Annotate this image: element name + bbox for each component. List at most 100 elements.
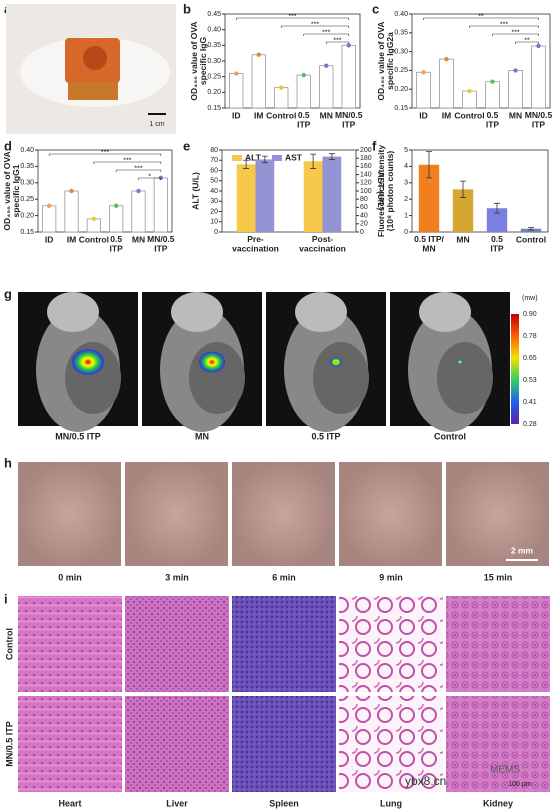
x-tick-label: 0.5 ITP — [297, 110, 311, 129]
histology-image — [339, 596, 443, 692]
significance: * — [148, 173, 151, 180]
y-tick-label: 70 — [210, 157, 218, 164]
image-label: 0 min — [58, 572, 82, 582]
watermark: MEMS — [490, 765, 520, 776]
signal — [72, 349, 104, 375]
colorbar — [511, 314, 519, 424]
image — [446, 462, 549, 566]
y2-axis-label: AST (U/L) — [376, 172, 386, 211]
y-tick-label: 2 — [404, 196, 408, 203]
x-tick-label: MN/0.5 ITP — [335, 110, 363, 129]
bar — [109, 205, 124, 233]
x-tick-label: MN — [320, 110, 333, 120]
mean-dot — [490, 79, 495, 84]
legend-label: AST — [285, 152, 303, 162]
panel-label: i — [4, 591, 8, 606]
y-tick-label: 0.15 — [20, 229, 34, 236]
y-tick-label: 0 — [214, 229, 218, 236]
y2-tick-label: 180 — [360, 155, 372, 162]
column-label: Spleen — [269, 798, 299, 808]
device-part — [83, 46, 107, 70]
y-axis-label: specific IgG1 — [11, 164, 21, 217]
legend-label: ALT — [245, 152, 262, 162]
mean-dot — [421, 70, 426, 75]
bar — [452, 189, 474, 232]
y-tick-label: 0.15 — [394, 105, 408, 112]
y-tick-label: 0.30 — [207, 58, 221, 65]
image-label: 6 min — [272, 572, 296, 582]
x-tick-label: ID — [232, 110, 241, 120]
y-tick-label: 0.35 — [207, 42, 221, 49]
panel-label: e — [183, 138, 190, 153]
image-label: MN — [195, 431, 209, 441]
bar — [251, 54, 266, 109]
mean-dot — [91, 216, 97, 222]
histology-image — [18, 696, 122, 792]
mean-dot — [301, 72, 306, 78]
image — [339, 462, 442, 566]
significance: *** — [311, 21, 319, 28]
y-tick-label: 3 — [404, 180, 408, 187]
x-tick-label: MN/0.5 ITP — [147, 234, 175, 253]
scale-label: 100 μm — [508, 781, 532, 788]
y-tick-label: 0.25 — [20, 196, 34, 203]
bar — [255, 159, 275, 232]
y-tick-label: 40 — [210, 188, 218, 195]
mouse-head — [419, 292, 471, 332]
skin-region — [313, 342, 369, 414]
mean-dot — [324, 63, 329, 68]
y-tick-label: 0.35 — [394, 30, 408, 37]
row-label: MN/0.5 ITP — [4, 721, 14, 767]
scale-label: 2 mm — [511, 545, 534, 555]
histology-image — [125, 596, 229, 692]
y-axis-label: OD₄₅₀ value of OVA — [376, 21, 386, 100]
bar — [319, 65, 334, 109]
bar — [462, 90, 477, 109]
y2-tick-label: 60 — [360, 204, 368, 211]
error-bar — [426, 151, 432, 179]
panel-label: c — [372, 1, 379, 16]
histology-image — [232, 696, 336, 792]
y-tick-label: 50 — [210, 178, 218, 185]
x-tick-label: Control — [516, 234, 546, 244]
significance: *** — [322, 29, 330, 36]
mean-dot — [346, 43, 351, 48]
y-tick-label: 0.40 — [20, 147, 34, 154]
legend-swatch — [272, 155, 282, 161]
error-bar — [460, 180, 466, 198]
y-tick-label: 10 — [210, 219, 218, 226]
x-tick-label: MN/0.5 ITP — [525, 110, 553, 129]
y-tick-label: 1 — [404, 212, 408, 219]
y-tick-label: 4 — [404, 163, 408, 170]
y-tick-label: 60 — [210, 167, 218, 174]
skin-region — [437, 342, 493, 414]
y2-tick-label: 100 — [360, 188, 372, 195]
significance: *** — [134, 165, 142, 172]
bar — [236, 164, 256, 232]
skin-images: 0 min 3 min 6 min 9 min 15 min — [18, 462, 549, 582]
histology-image — [446, 696, 550, 792]
bar — [229, 73, 244, 109]
bracket — [93, 161, 162, 164]
x-tick-label: 0.5 ITP — [486, 110, 500, 129]
bar — [416, 71, 431, 109]
chart: e 0 10 20 30 40 50 60 70 80 ALT (U/L) Pre-vaccinati… — [183, 138, 386, 253]
bar — [64, 190, 79, 233]
error-bar — [528, 227, 534, 231]
panel-label: h — [4, 455, 12, 470]
imaging: MN/0.5 ITP MN 0.5 ITP Control 0.90 0.78 0.65 0.… — [18, 292, 537, 441]
histology-image — [339, 696, 443, 792]
y2-tick-label: 20 — [360, 221, 368, 228]
error-bar — [328, 153, 335, 160]
bar — [531, 45, 546, 109]
bar — [274, 87, 289, 109]
device-board — [68, 82, 118, 100]
y-tick-label: 0.40 — [394, 11, 408, 18]
chart: d 0.15 0.20 0.25 0.30 0.35 0.40 OD₄₅₀ value of … — [2, 138, 175, 253]
column-label: Heart — [58, 798, 81, 808]
y-tick-label: 0.45 — [207, 11, 221, 18]
bracket — [138, 177, 162, 180]
y-tick-label: 0.15 — [207, 105, 221, 112]
bar — [131, 190, 146, 233]
chart: f 0 1 2 3 4 5 Fluorescence intensity (10⁸ photon… — [372, 138, 549, 254]
